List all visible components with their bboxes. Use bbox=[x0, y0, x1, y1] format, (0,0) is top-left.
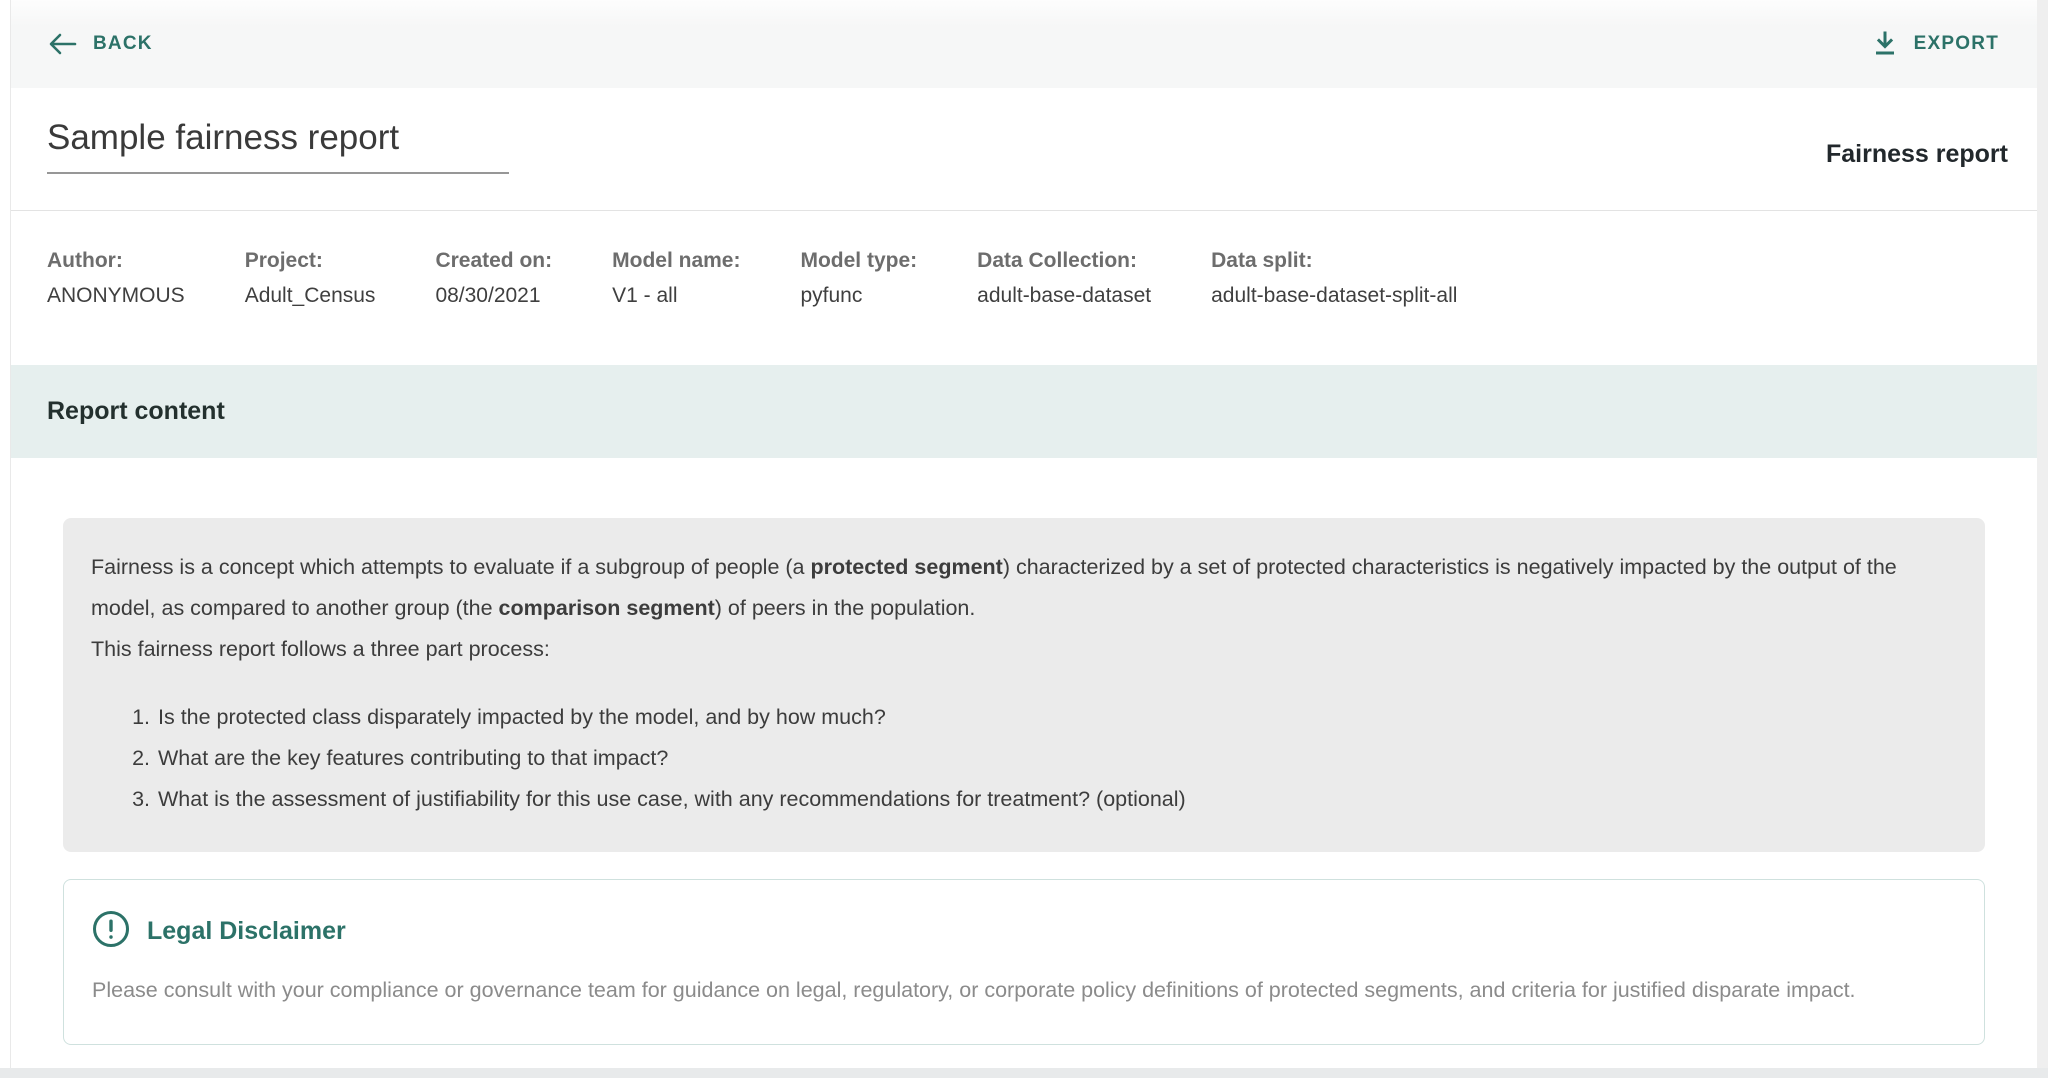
meta-label: Author: bbox=[47, 249, 123, 272]
meta-value: adult-base-dataset bbox=[977, 284, 1152, 307]
process-intro-line: This fairness report follows a three par… bbox=[91, 637, 550, 661]
meta-value: ANONYMOUS bbox=[47, 284, 185, 307]
meta-label: Model name: bbox=[612, 249, 741, 272]
export-button[interactable]: EXPORT bbox=[1872, 31, 1999, 57]
title-section: Sample fairness report Fairness report bbox=[11, 88, 2037, 211]
top-toolbar: BACK EXPORT bbox=[11, 0, 2037, 88]
legal-disclaimer-box: Legal Disclaimer Please consult with you… bbox=[63, 879, 1985, 1045]
intro-bold-comparison-segment: comparison segment bbox=[498, 596, 715, 620]
meta-field-project: Project: Adult_Census bbox=[245, 249, 376, 308]
intro-text: ) characterized by a set of protected ch… bbox=[91, 555, 1897, 620]
report-type-label: Fairness report bbox=[1825, 140, 2008, 168]
meta-field-data-split: Data split: adult-base-dataset-split-all bbox=[1211, 249, 1457, 308]
arrow-left-icon bbox=[47, 32, 77, 56]
fairness-intro-paragraph: Fairness is a concept which attempts to … bbox=[91, 547, 1957, 629]
process-step: What is the assessment of justifiability… bbox=[156, 779, 1957, 820]
meta-value: pyfunc bbox=[800, 284, 863, 307]
meta-value: V1 - all bbox=[612, 284, 678, 307]
fairness-report-panel: BACK EXPORT Sample fairness report Fairn… bbox=[10, 0, 2037, 1068]
report-title-input[interactable]: Sample fairness report bbox=[47, 118, 509, 174]
meta-value: 08/30/2021 bbox=[435, 284, 541, 307]
process-step: What are the key features contributing t… bbox=[156, 738, 1957, 779]
horizontal-scrollbar[interactable] bbox=[0, 1068, 2048, 1078]
meta-label: Created on: bbox=[435, 249, 553, 272]
meta-label: Project: bbox=[244, 249, 323, 272]
meta-label: Data split: bbox=[1211, 249, 1313, 272]
export-button-label: EXPORT bbox=[1913, 33, 1999, 54]
meta-value: Adult_Census bbox=[244, 284, 376, 307]
process-step: Is the protected class disparately impac… bbox=[156, 697, 1957, 738]
meta-label: Model type: bbox=[800, 249, 918, 272]
intro-bold-protected-segment: protected segment bbox=[810, 555, 1003, 579]
meta-field-created-on: Created on: 08/30/2021 bbox=[435, 249, 552, 308]
disclaimer-title: Legal Disclaimer bbox=[147, 917, 346, 945]
meta-field-model-name: Model name: V1 - all bbox=[612, 249, 740, 308]
fairness-intro-box: Fairness is a concept which attempts to … bbox=[63, 518, 1985, 852]
disclaimer-body-text: Please consult with your compliance or g… bbox=[92, 978, 1856, 1002]
back-button-label: BACK bbox=[93, 33, 153, 54]
meta-field-model-type: Model type: pyfunc bbox=[800, 249, 917, 308]
back-button[interactable]: BACK bbox=[47, 32, 153, 56]
meta-label: Data Collection: bbox=[977, 249, 1138, 272]
alert-circle-icon bbox=[92, 910, 130, 953]
intro-text: Fairness is a concept which attempts to … bbox=[91, 555, 811, 579]
process-steps-list: Is the protected class disparately impac… bbox=[91, 697, 1957, 820]
intro-text: ) of peers in the population. bbox=[714, 596, 976, 620]
report-content-body: Fairness is a concept which attempts to … bbox=[11, 458, 2037, 1068]
vertical-scrollbar[interactable] bbox=[2037, 0, 2048, 1068]
report-metadata: Author: ANONYMOUS Project: Adult_Census … bbox=[11, 211, 2037, 365]
report-content-section-header: Report content bbox=[11, 365, 2037, 458]
meta-field-author: Author: ANONYMOUS bbox=[47, 249, 185, 308]
download-icon bbox=[1872, 31, 1898, 57]
meta-field-data-collection: Data Collection: adult-base-dataset bbox=[977, 249, 1151, 308]
disclaimer-header: Legal Disclaimer bbox=[92, 910, 1956, 953]
meta-value: adult-base-dataset-split-all bbox=[1211, 284, 1458, 307]
section-title: Report content bbox=[47, 397, 225, 425]
